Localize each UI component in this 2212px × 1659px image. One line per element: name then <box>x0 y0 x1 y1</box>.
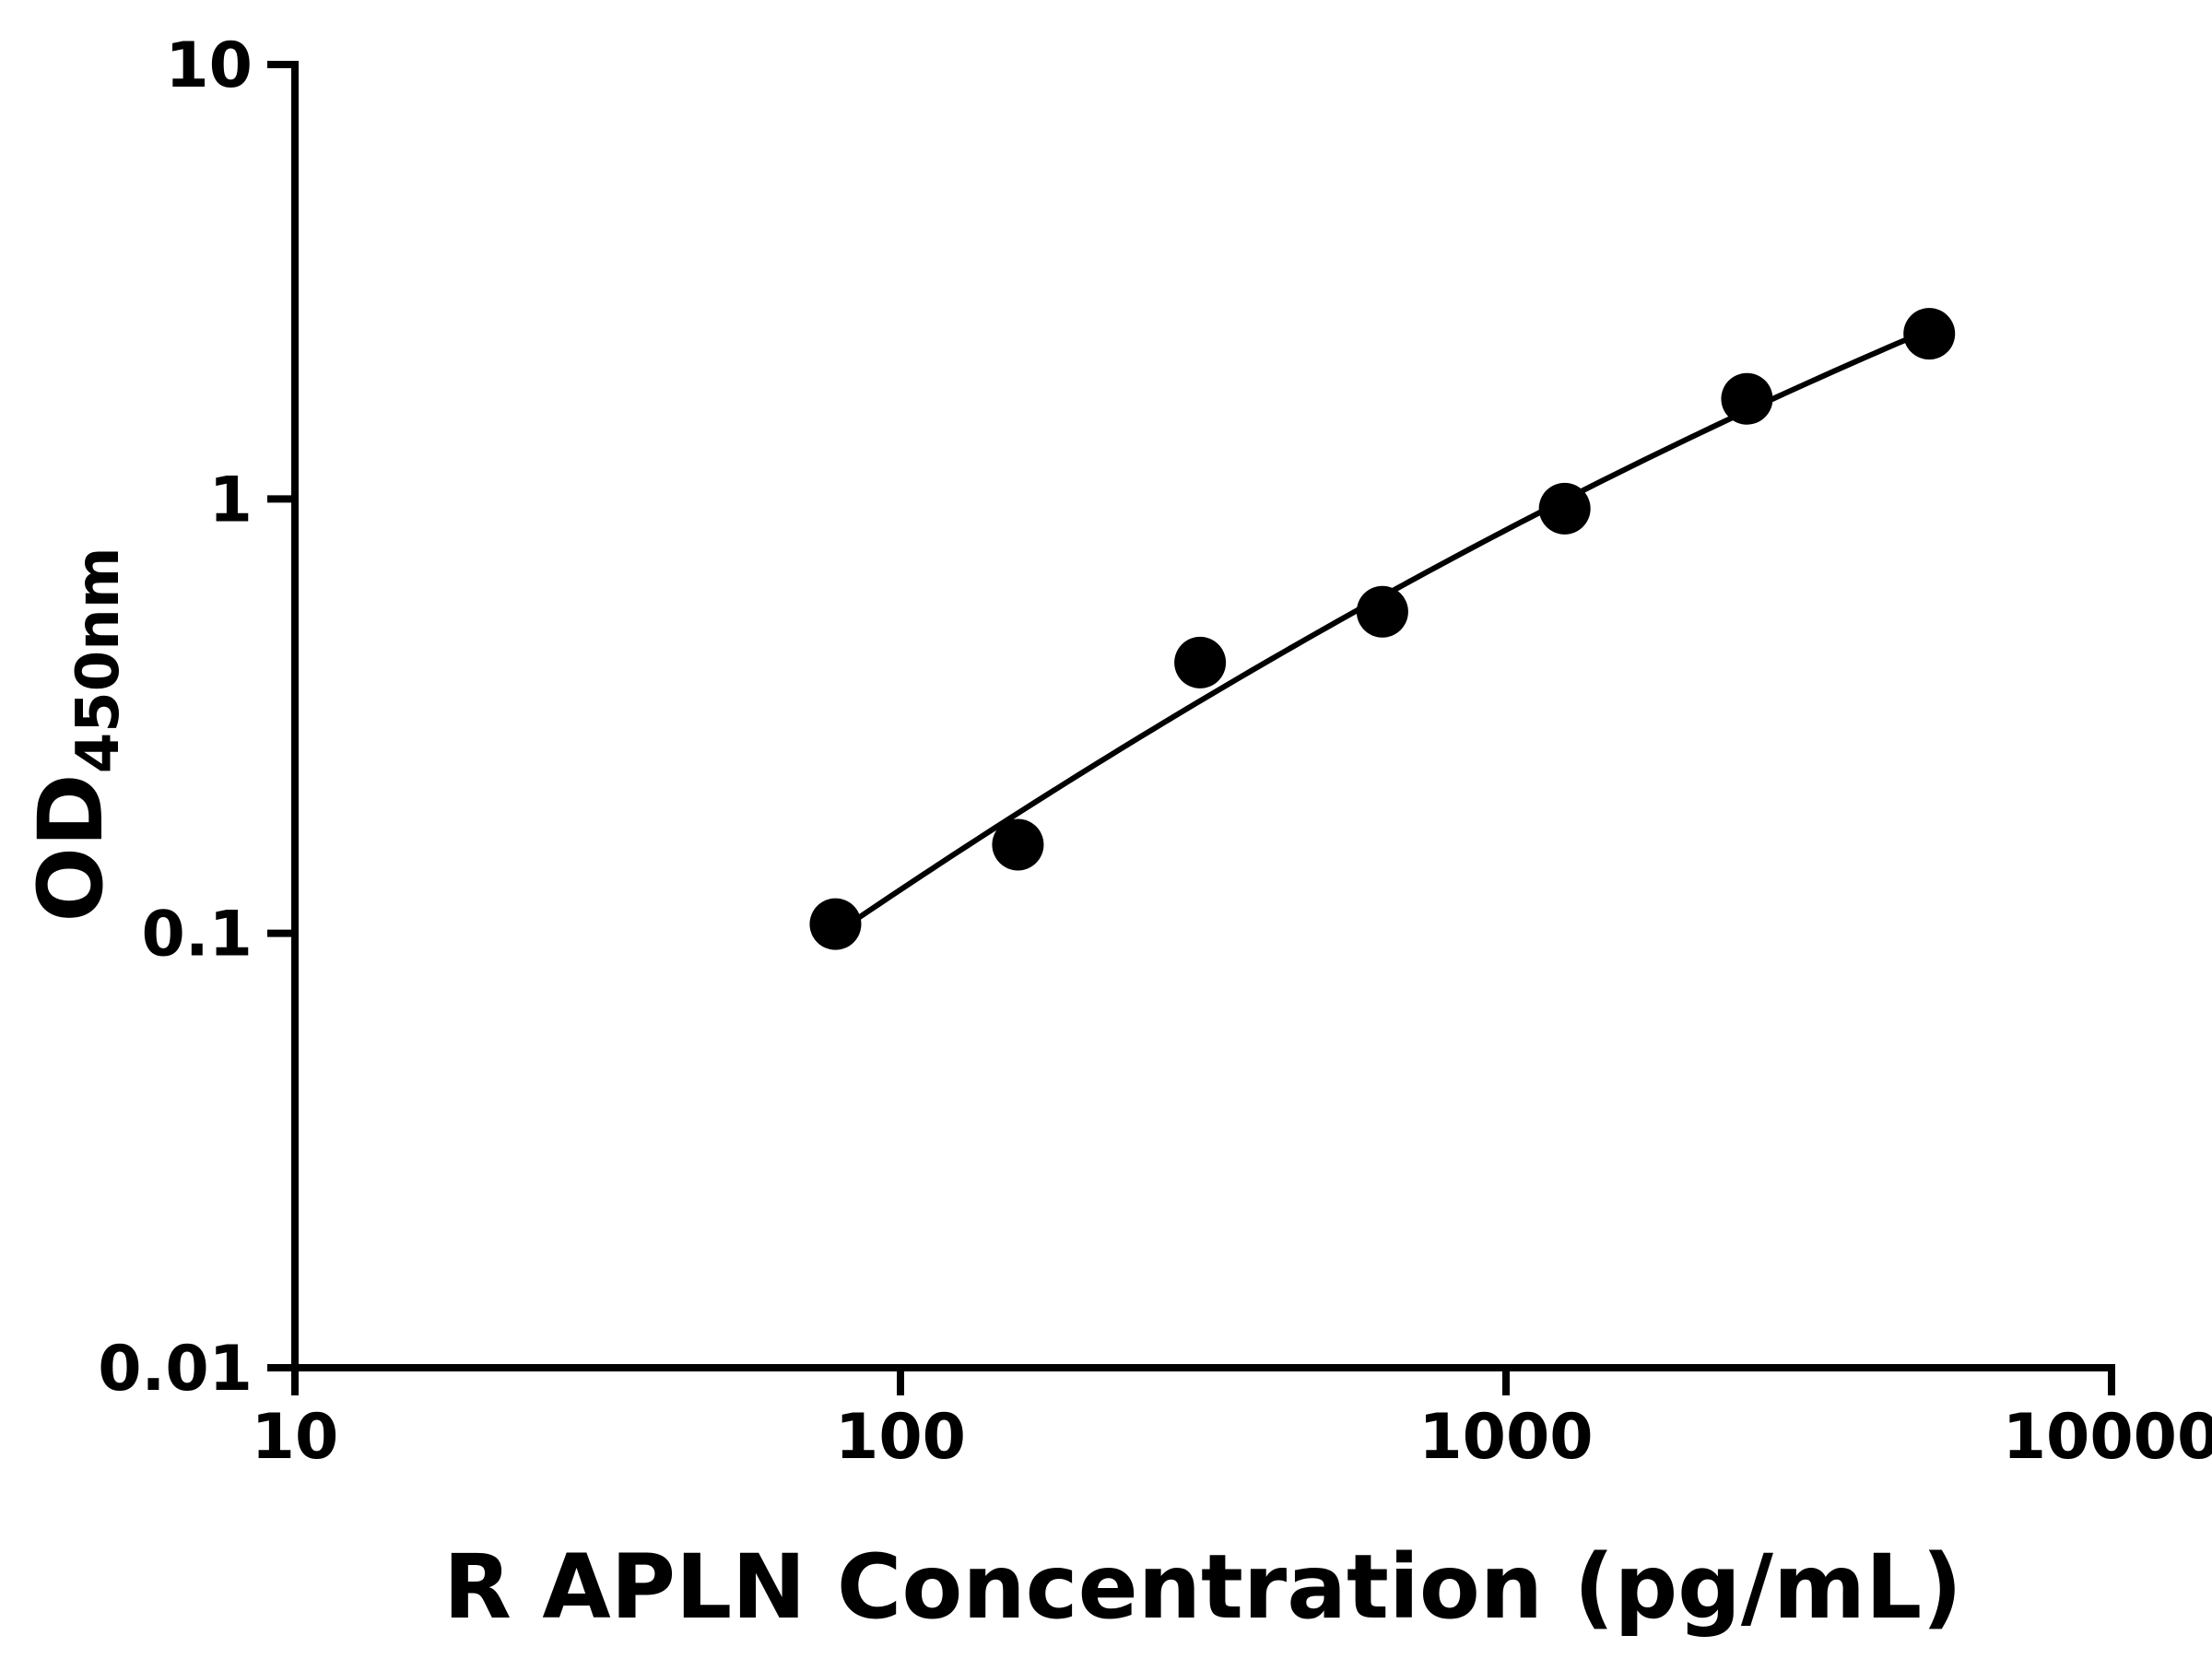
data-point-marker <box>1903 308 1956 360</box>
data-point-marker <box>992 818 1044 871</box>
y-axis-tick-label: 1 <box>209 464 253 536</box>
axes-frame <box>291 61 2115 1371</box>
x-axis-title: R APLN Concentration (pg/mL) <box>443 1535 1962 1639</box>
data-point-marker <box>1538 482 1591 535</box>
axes-layer <box>291 61 2115 1371</box>
y-axis-title-subscript: 450nm <box>65 547 133 773</box>
x-axis-tick-label: 100 <box>835 1401 966 1474</box>
y-axis-tick-label: 0.01 <box>98 1333 253 1406</box>
x-axis-tick-label: 10000 <box>2003 1401 2212 1474</box>
y-axis-title-base: OD <box>19 773 123 922</box>
data-points-layer <box>809 308 1956 950</box>
y-axis-tick-label: 0.1 <box>142 899 253 971</box>
data-point-marker <box>1356 585 1408 638</box>
x-axis-tick-label: 10 <box>252 1401 339 1474</box>
data-point-marker <box>809 898 862 950</box>
y-axis-tick-label: 10 <box>165 29 253 102</box>
data-point-marker <box>1721 372 1773 425</box>
y-axis-title: OD450nm <box>19 547 133 922</box>
data-point-marker <box>1174 636 1227 688</box>
ticks-layer: 10 100 1000 10000 0.01 0.1 1 10 <box>98 29 2212 1474</box>
x-axis-tick-label: 1000 <box>1418 1401 1593 1474</box>
